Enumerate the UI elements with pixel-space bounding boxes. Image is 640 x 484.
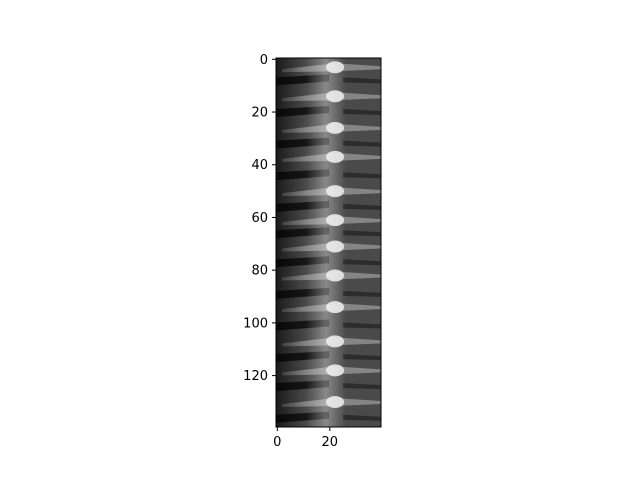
- x-tick-label: 20: [322, 435, 339, 450]
- heatmap-dark-band-right: [343, 322, 381, 329]
- y-tick-label: 60: [251, 211, 268, 226]
- heatmap-dark-band-right: [343, 383, 381, 390]
- y-tick-label: 40: [251, 158, 268, 173]
- heatmap-dark-band-right: [343, 140, 381, 147]
- heatmap-dark-band-right: [343, 259, 381, 266]
- y-tick-label: 80: [251, 264, 268, 279]
- y-axis: 0 20 40 60 80 100 120: [243, 53, 276, 384]
- axes-frame: [275, 57, 382, 428]
- heatmap-dark-band-right: [343, 290, 381, 297]
- heatmap-dark-band-right: [343, 354, 381, 361]
- x-axis: 0 20: [273, 427, 338, 450]
- heatmap-spine-glow: [306, 58, 346, 427]
- heatmap-dark-band-right: [343, 77, 381, 84]
- heatmap-dark-band-right: [343, 109, 381, 116]
- heatmap-dark-band-right: [343, 203, 381, 210]
- y-tick-label: 0: [260, 53, 268, 68]
- y-tick-label: 100: [243, 316, 268, 331]
- heatmap-left-shadow: [276, 58, 306, 427]
- heatmap-dark-band-right: [343, 414, 381, 421]
- y-tick-label: 20: [251, 106, 268, 121]
- heatmap-image: [276, 58, 381, 427]
- heatmap-dark-band-right: [343, 230, 381, 237]
- x-tick-label: 0: [273, 435, 281, 450]
- y-tick-label: 120: [243, 369, 268, 384]
- heatmap-dark-band-right: [343, 172, 381, 179]
